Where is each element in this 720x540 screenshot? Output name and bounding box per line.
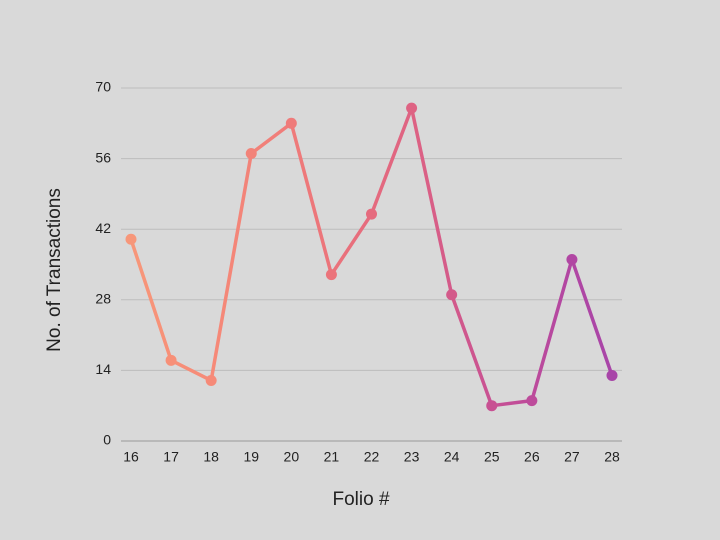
- x-tick-label: 28: [604, 449, 620, 465]
- x-tick-label: 19: [243, 449, 259, 465]
- x-tick-label: 26: [524, 449, 540, 465]
- y-tick-label: 28: [95, 291, 111, 307]
- x-tick-label: 22: [364, 449, 380, 465]
- y-tick-label: 42: [95, 220, 111, 236]
- point: [285, 117, 297, 129]
- x-tick-label: 25: [484, 449, 500, 465]
- x-tick-label: 16: [123, 449, 139, 465]
- point: [325, 269, 337, 281]
- x-tick-label: 17: [163, 449, 179, 465]
- point: [606, 369, 618, 381]
- point: [205, 374, 217, 386]
- point: [406, 102, 418, 114]
- point: [165, 354, 177, 366]
- point: [566, 253, 578, 265]
- x-tick-label: 21: [324, 449, 340, 465]
- x-axis-title: Folio #: [332, 489, 389, 510]
- point: [486, 400, 498, 412]
- y-tick-label: 56: [95, 149, 111, 165]
- x-tick-label: 27: [564, 449, 580, 465]
- y-tick-label: 0: [103, 432, 111, 448]
- point: [245, 148, 257, 160]
- point: [446, 289, 458, 301]
- y-axis-title: No. of Transactions: [44, 188, 65, 352]
- x-tick-label: 23: [404, 449, 420, 465]
- x-tick-label: 20: [284, 449, 300, 465]
- y-tick-label: 70: [95, 79, 111, 95]
- point: [526, 395, 538, 407]
- point: [366, 208, 377, 220]
- y-tick-label: 14: [95, 361, 111, 377]
- x-tick-label: 18: [203, 449, 219, 465]
- x-tick-label: 24: [444, 449, 460, 465]
- point: [125, 233, 137, 245]
